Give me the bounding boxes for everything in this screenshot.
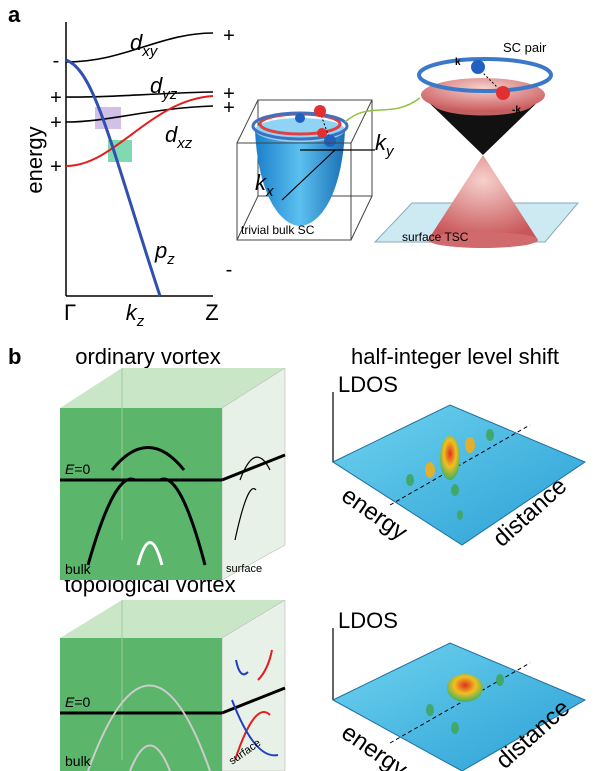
electron bbox=[496, 86, 510, 100]
momentum-label: -k bbox=[512, 105, 521, 116]
panel-label: a bbox=[8, 2, 21, 27]
electron bbox=[324, 135, 336, 147]
axis-label: energy bbox=[22, 126, 47, 193]
band-label: pz bbox=[154, 238, 175, 268]
band-sub: xy bbox=[141, 43, 159, 60]
caption: trivial bulk SC bbox=[241, 223, 315, 237]
electron bbox=[314, 105, 326, 117]
ldos-peak bbox=[425, 462, 435, 478]
electron bbox=[317, 128, 327, 138]
axis-label: LDOS bbox=[338, 372, 398, 397]
k-sub: y bbox=[385, 143, 395, 160]
axis-label: LDOS bbox=[338, 608, 398, 633]
band-base: d bbox=[130, 30, 143, 55]
ldos-plot: LDOS energy distance bbox=[333, 372, 585, 552]
coupling-wire bbox=[345, 98, 420, 122]
band-sub: xz bbox=[176, 135, 193, 152]
caption: surface bbox=[226, 563, 262, 575]
zero-label: E=0 bbox=[65, 461, 91, 477]
band-base: p bbox=[154, 238, 167, 263]
parity: + bbox=[50, 156, 62, 178]
band-curve bbox=[66, 92, 213, 97]
panel-label: b bbox=[8, 344, 21, 369]
parity: + bbox=[223, 25, 235, 47]
electron bbox=[295, 113, 305, 123]
x-label: Γ bbox=[64, 300, 76, 325]
lower-cone bbox=[428, 155, 538, 240]
parity: + bbox=[223, 97, 235, 119]
panel-heading: half-integer level shift bbox=[351, 344, 559, 369]
band-label: dxz bbox=[165, 122, 193, 152]
ldos-peak bbox=[440, 436, 460, 480]
electron bbox=[471, 60, 485, 74]
ldos-peak bbox=[457, 510, 463, 520]
zero-rest: =0 bbox=[74, 694, 90, 710]
caption: bulk bbox=[65, 753, 92, 769]
band-curve bbox=[66, 106, 213, 122]
x-label: kz bbox=[126, 300, 145, 330]
ldos-peak bbox=[447, 674, 483, 702]
band-sub: yz bbox=[161, 86, 178, 103]
axis-label: ky bbox=[375, 130, 395, 160]
figure: a energy dxy dyz dxz pz - + + + + + + - … bbox=[0, 0, 603, 771]
parity: + bbox=[50, 87, 62, 109]
band-label: dxy bbox=[130, 30, 159, 60]
ldos-peak bbox=[465, 437, 475, 453]
parity: - bbox=[226, 259, 233, 281]
upper-cone-top bbox=[421, 78, 545, 112]
band-sub: z bbox=[166, 251, 175, 268]
k-sub: x bbox=[265, 183, 274, 200]
band-label: dyz bbox=[150, 73, 178, 103]
x-label-sub: z bbox=[136, 313, 145, 330]
ldos-peak bbox=[486, 429, 494, 441]
panel-heading: ordinary vortex bbox=[75, 344, 221, 369]
zero-rest: =0 bbox=[74, 461, 90, 477]
parity: - bbox=[53, 50, 60, 72]
ldos-peak bbox=[426, 704, 434, 716]
momentum-label: k bbox=[455, 57, 461, 68]
band-base: d bbox=[165, 122, 178, 147]
ldos-peak bbox=[451, 722, 459, 734]
ldos-plot: LDOS energy distance bbox=[333, 608, 585, 771]
parity: + bbox=[50, 112, 62, 134]
vortex-box: E=0 bulk surface bbox=[60, 368, 285, 580]
ldos-peak bbox=[451, 484, 459, 496]
zero-label: E=0 bbox=[65, 694, 91, 710]
caption: surface TSC bbox=[402, 230, 469, 244]
vortex-box: E=0 bulk surface bbox=[60, 600, 285, 771]
ldos-peak bbox=[496, 674, 504, 686]
band-base: d bbox=[150, 73, 163, 98]
ldos-peak bbox=[406, 474, 414, 486]
x-label: Z bbox=[205, 300, 218, 325]
band-curve bbox=[66, 96, 213, 166]
caption: bulk bbox=[65, 561, 92, 577]
caption: SC pair bbox=[503, 40, 547, 55]
